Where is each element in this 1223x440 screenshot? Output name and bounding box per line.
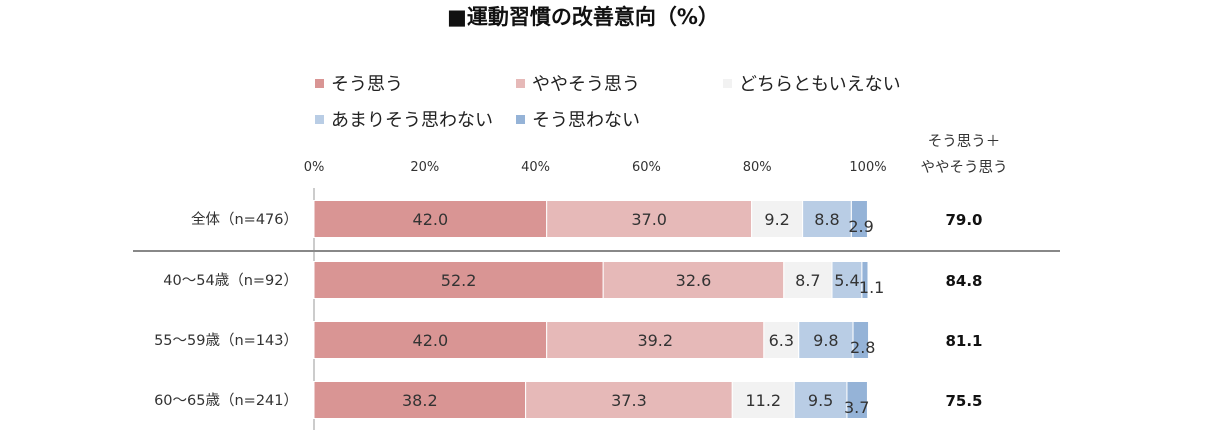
bar-segment [861,261,869,299]
bar-segment [852,321,870,359]
x-tick-label: 40% [521,160,550,175]
bar-segment [751,200,804,238]
data-label: 32.6 [676,271,712,290]
category-labels: 全体（n=476） 40～54歳（n=92） 55～59歳（n=143） 60～65歳… [154,210,298,409]
data-label: 2.8 [850,338,875,357]
x-tick-label: 100% [849,160,886,175]
legend-label-2: ややそう思う [532,74,640,95]
data-label: 52.2 [441,271,477,290]
legend-swatch-2 [516,79,525,88]
data-label: 5.4 [834,271,859,290]
data-label: 42.0 [413,331,449,350]
data-label: 2.9 [848,217,873,236]
legend-label-4: あまりそう思わない [331,110,493,131]
legend-label-1: そう思う [331,74,403,95]
bar-segment [546,321,765,359]
data-label: 38.2 [402,391,438,410]
bar-segment [846,381,868,419]
data-label: 8.7 [795,271,820,290]
data-label: 37.0 [631,210,667,229]
legend-swatch-3 [723,79,732,88]
x-axis-ticks: 0% 20% 40% 60% 80% 100% [304,160,887,175]
bar-segment [525,381,733,419]
legend-swatch-4 [315,115,324,124]
x-tick-label: 80% [743,160,772,175]
data-label: 1.1 [859,278,884,297]
data-label: 6.3 [769,331,794,350]
legend-label-5: そう思わない [532,110,640,131]
bar-segment [313,381,527,419]
data-label: 39.2 [637,331,673,350]
bars [313,200,870,419]
data-label: 42.0 [413,210,449,229]
summary-header: ややそう思う [921,159,1008,176]
summary-value: 79.0 [945,211,982,229]
bar-segment [731,381,795,419]
x-tick-label: 0% [304,160,325,175]
data-label: 9.2 [764,210,789,229]
data-label: 11.2 [745,391,781,410]
x-tick-label: 20% [410,160,439,175]
data-label: 9.8 [813,331,838,350]
chart-title: ■運動習慣の改善意向（%） [447,5,719,29]
bar-segment [546,200,753,238]
data-label: 8.8 [814,210,839,229]
bar-segment [850,200,868,238]
bar-segment [313,200,548,238]
bar-segment [793,381,848,419]
data-label: 37.3 [611,391,647,410]
summary-value: 81.1 [945,332,982,350]
category-label: 全体（n=476） [191,210,298,228]
legend-swatch-1 [315,79,324,88]
legend-label-3: どちらともいえない [739,74,901,95]
legend-swatch-5 [516,115,525,124]
data-labels: 42.0 37.0 9.2 8.8 2.9 52.2 32.6 8.7 5.4 1.1 42.0 39… [402,210,884,417]
bar-segment [602,261,785,299]
category-label: 40～54歳（n=92） [163,272,298,289]
data-label: 3.7 [844,398,869,417]
summary-column: そう思う＋ ややそう思う 79.0 84.8 81.1 75.5 [921,134,1008,410]
bar-segment [802,200,852,238]
x-tick-label: 60% [632,160,661,175]
bar-segment [313,261,604,299]
bar-segment [798,321,854,359]
summary-value: 84.8 [945,272,982,290]
category-label: 55～59歳（n=143） [154,332,298,349]
summary-header: そう思う＋ [928,134,1001,150]
summary-value: 75.5 [945,392,982,410]
category-label: 60～65歳（n=241） [154,392,298,409]
data-label: 9.5 [808,391,833,410]
bar-segment [783,261,833,299]
